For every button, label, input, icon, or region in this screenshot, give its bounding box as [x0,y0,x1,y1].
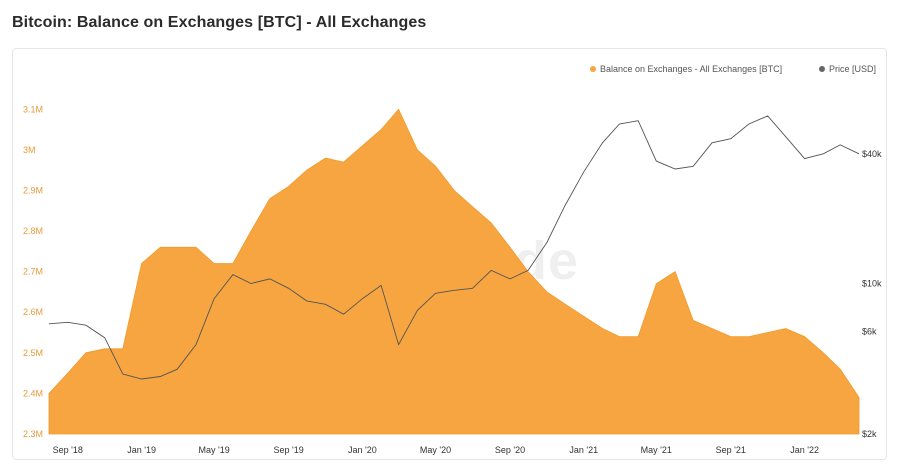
x-tick-label: Jan '22 [790,445,819,455]
x-tick-label: Sep '18 [53,445,83,455]
x-tick-label: May '21 [641,445,672,455]
x-tick-label: Jan '20 [348,445,377,455]
legend-balance-label[interactable]: Balance on Exchanges - All Exchanges [BT… [600,64,782,74]
right-axis-ticks: $2k $6k $10k $40k [862,149,882,439]
left-tick-label: 2.7M [23,267,43,277]
x-tick-label: May '20 [420,445,451,455]
balance-area [48,108,860,435]
left-tick-label: 2.6M [23,307,43,317]
legend-balance-swatch [590,66,596,72]
left-tick-label: 2.3M [23,429,43,439]
legend[interactable]: Balance on Exchanges - All Exchanges [BT… [590,64,876,74]
left-axis-ticks: 2.3M 2.4M 2.5M 2.6M 2.7M 2.8M 2.9M 3M 3.1M [23,104,43,439]
left-tick-label: 2.5M [23,348,43,358]
x-tick-label: Sep '20 [495,445,525,455]
left-tick-label: 2.4M [23,388,43,398]
right-tick-label: $6k [862,326,877,336]
chart-title: Bitcoin: Balance on Exchanges [BTC] - Al… [12,14,427,31]
left-tick-label: 2.8M [23,226,43,236]
x-axis-ticks: Sep '18 Jan '19 May '19 Sep '19 Jan '20 May '… [53,445,819,455]
chart-svg: glassnode 2.3M2.4M2.5M2.6M2.7M2.8M2.9M3M… [23,64,882,455]
x-tick-label: Jan '19 [127,445,156,455]
price-line [48,115,860,380]
x-tick-label: Sep '19 [273,445,303,455]
chart-panel: glassnode 2.3M2.4M2.5M2.6M2.7M2.8M2.9M3M… [12,48,887,460]
right-tick-label: $2k [862,429,877,439]
price-line-layer [48,115,860,380]
x-tick-label: Sep '21 [716,445,746,455]
legend-price-swatch [819,66,825,72]
left-tick-label: 3M [23,145,36,155]
right-tick-label: $10k [862,279,882,289]
left-tick-label: 3.1M [23,104,43,114]
balance-area-layer [48,108,860,435]
right-tick-label: $40k [862,149,882,159]
legend-price-label[interactable]: Price [USD] [829,64,876,74]
x-tick-label: May '19 [198,445,229,455]
left-tick-label: 2.9M [23,186,43,196]
x-tick-label: Jan '21 [569,445,598,455]
